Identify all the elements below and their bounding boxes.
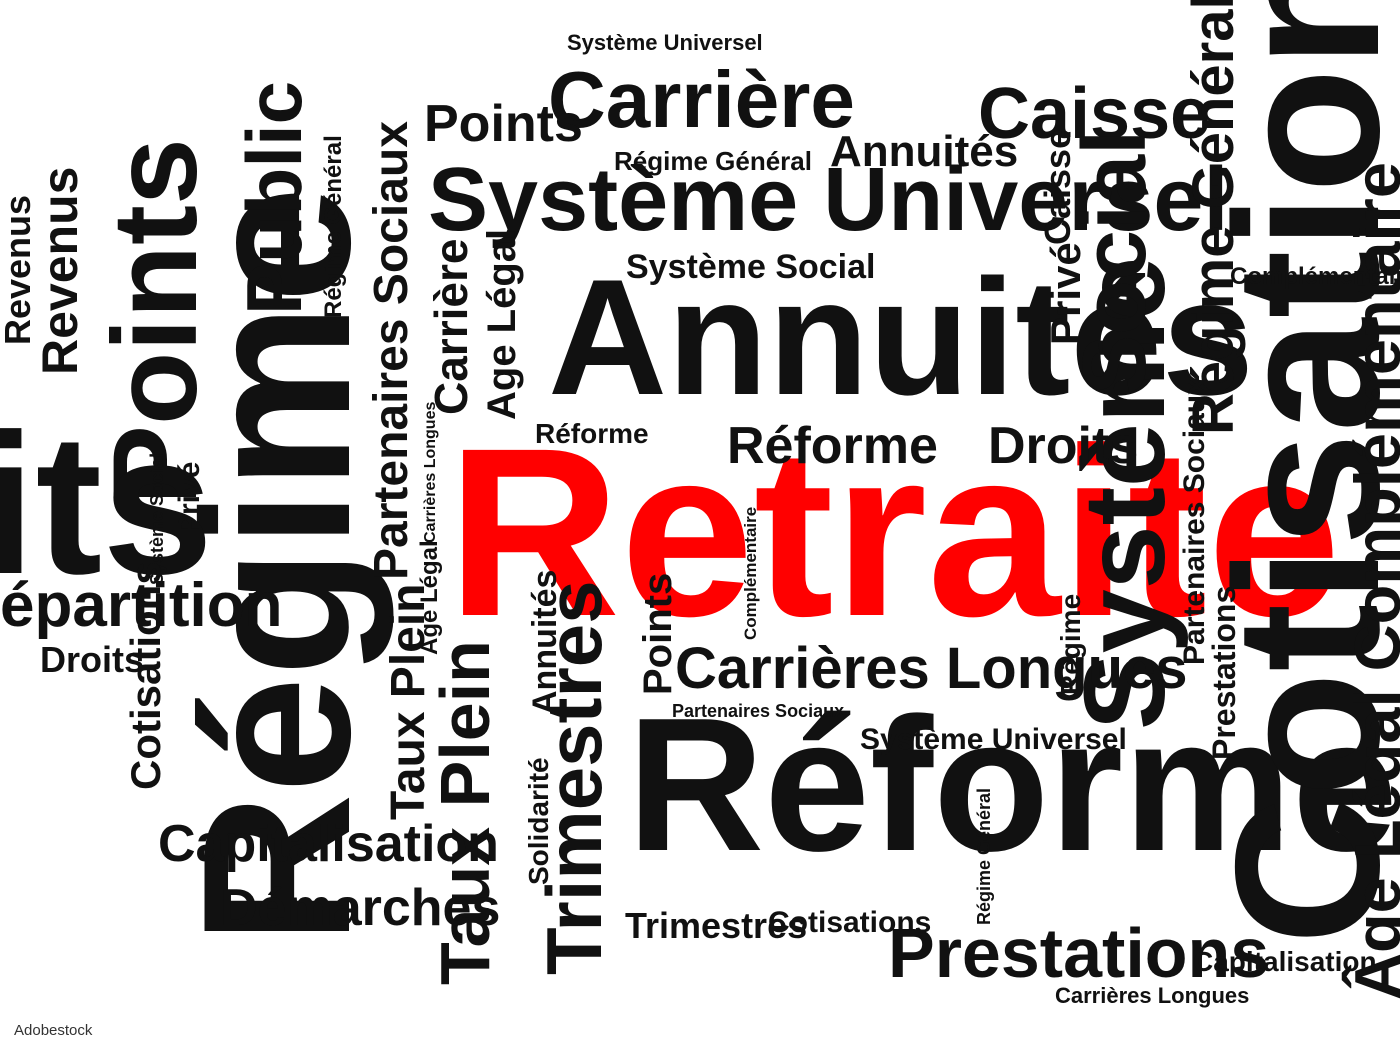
word-age-legal-small-vertical: Age Légal (416, 540, 443, 655)
word-prive-small-vertical: Privé (173, 461, 206, 535)
word-prive-vertical: Privé (1042, 242, 1089, 345)
word-systeme-universel-medium: Système Universel (860, 723, 1127, 756)
word-reforme-small: Réforme (535, 418, 649, 449)
word-droits-medium: Droits (988, 417, 1139, 475)
word-public-vertical: Public (230, 80, 318, 315)
word-annuites-large: Annuités (548, 245, 1254, 429)
word-complementaire-small-vertical: Complémentaire (741, 506, 760, 640)
word-droits-left: Droits (40, 639, 145, 680)
word-regime-general-left-vertical: Régime Général (320, 135, 347, 318)
word-regime-small-vertical: Régime (1055, 593, 1086, 695)
word-capitalisation-left: Capitalisation (158, 815, 499, 873)
word-prestations-right-vertical: Prestations (1206, 585, 1242, 760)
word-caisse-vertical: Caisse (1037, 128, 1078, 245)
word-carriere-vertical: Carrière (425, 238, 477, 415)
word-systeme-universel-large: Système Universel (428, 150, 1229, 250)
word-cotisations-left-vertical: Cotisations (122, 561, 169, 790)
word-reforme-large: Réforme (627, 679, 1398, 891)
word-regime-general-vertical: Régime Général (1181, 0, 1246, 435)
word-capitalisation-bottom: Capitalisation (1193, 946, 1377, 977)
word-carrieres-longues-medium: Carrières Longues (675, 636, 1188, 701)
word-trimestres-bottom: Trimestres (625, 905, 808, 946)
word-systeme-universel-top: Système Universel (567, 30, 763, 55)
word-reforme-medium: Réforme (727, 417, 938, 475)
word-carrieres-longues-bottom: Carrières Longues (1055, 983, 1250, 1008)
word-its-cut: its (0, 393, 214, 616)
word-solidarite-vertical: Solidarité (523, 757, 554, 885)
word-partenaires-sociaux-vertical: Partenaires Sociaux (365, 121, 418, 580)
word-points-small-vertical: Points (636, 572, 680, 695)
word-points-top: Points (424, 95, 583, 153)
word-caisse-top: Caisse (978, 74, 1211, 154)
word-prestations-bottom: Prestations (888, 914, 1270, 992)
word-annuites-medium: Annuités (830, 127, 1019, 176)
word-annuites-small-vertical: Annuités (526, 569, 564, 715)
word-complementaire-right: Complémentaire (1230, 263, 1400, 290)
word-carriere-top: Carrière (548, 55, 855, 144)
word-demarches: Démarches (220, 879, 501, 937)
image-credit: Adobestock (14, 1022, 93, 1039)
word-partenaires-sociaux-small: Partenaires Sociaux (672, 701, 845, 721)
word-revenus-vertical: Revenus (32, 166, 88, 375)
word-carrieres-longues-small-vertical: Carrières Longues (422, 401, 439, 543)
word-revenus-edge-vertical: Revenus (0, 194, 38, 345)
word-systeme-social: Système Social (626, 248, 876, 286)
word-age-legal-vertical: Age Légal (480, 228, 524, 420)
word-trimestres-top: Régime Général (614, 146, 812, 176)
word-cotisations-bottom: Cotisations (768, 906, 932, 939)
word-repartition: épartition (0, 571, 283, 640)
word-regime-general-small-vertical: Régime Général (974, 787, 994, 925)
word-retraite: Retraite (447, 398, 1341, 666)
